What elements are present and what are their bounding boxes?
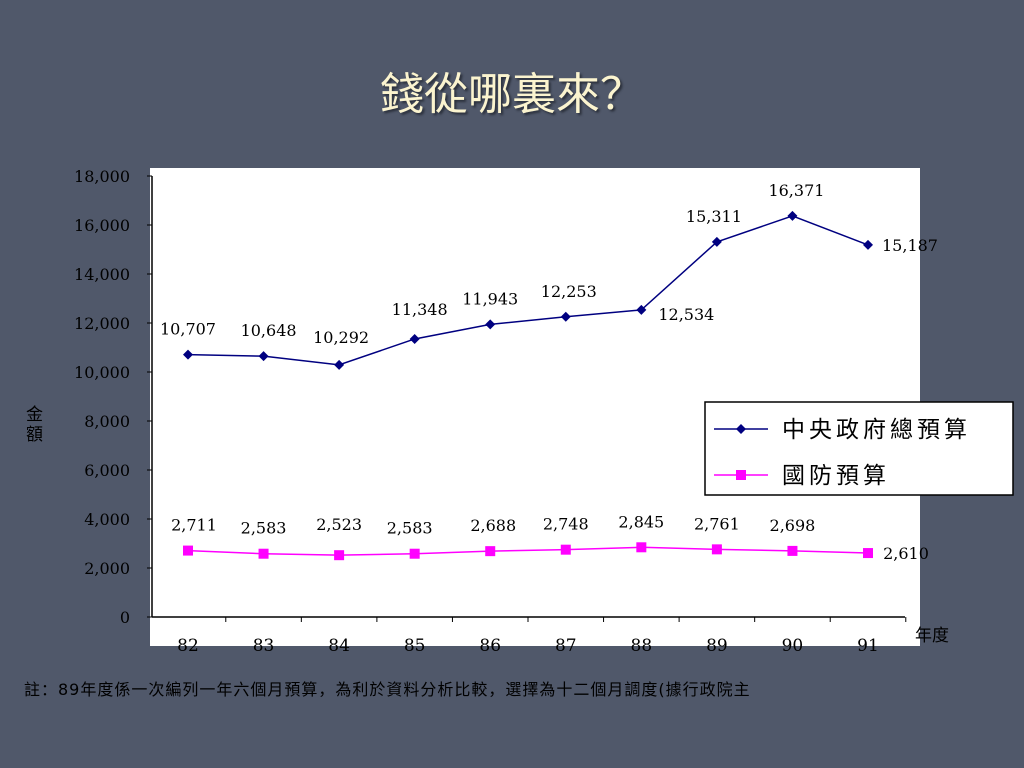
y-tick-label: 6,000: [84, 461, 130, 480]
data-point-defense-budget: [485, 546, 496, 557]
slide-title: 錢從哪裏來？: [380, 69, 644, 120]
data-point-total-budget: [485, 319, 496, 330]
data-label-total-budget: 10,648: [241, 321, 297, 340]
x-tick-label: 87: [555, 636, 577, 656]
legend: 中央政府總預算 國防預算: [704, 401, 1014, 496]
data-point-total-budget: [409, 333, 420, 344]
data-point-total-budget: [863, 239, 873, 250]
y-axis-label: 金額: [26, 405, 43, 445]
series-line-total-budget: [187, 215, 869, 366]
y-tick-label: 14,000: [74, 265, 130, 284]
x-tick-label: 86: [479, 636, 501, 656]
x-tick-label: 89: [706, 636, 728, 656]
y-tick-label: 0: [120, 608, 130, 627]
data-label-total-budget: 12,534: [658, 305, 714, 324]
legend-entry-defense-budget: 國防預算: [714, 463, 890, 489]
x-tick-label: 88: [631, 636, 653, 656]
x-axis-label: 年度: [915, 626, 949, 646]
legend-label-total: 中央政府總預算: [782, 417, 971, 443]
data-label-defense-budget: 2,610: [883, 544, 929, 563]
data-point-defense-budget: [636, 542, 647, 553]
data-label-defense-budget: 2,698: [770, 516, 816, 535]
data-point-defense-budget: [409, 548, 420, 559]
y-tick-label: 2,000: [84, 559, 130, 578]
data-label-defense-budget: 2,711: [171, 516, 217, 535]
data-point-total-budget: [183, 349, 193, 360]
data-label-defense-budget: 2,761: [694, 514, 740, 533]
data-label-total-budget: 11,943: [462, 289, 518, 308]
data-label-total-budget: 10,707: [160, 320, 216, 339]
y-axis-label-char: 額: [26, 425, 43, 445]
x-tick-label: 91: [857, 636, 879, 656]
data-point-total-budget: [258, 351, 269, 362]
data-point-defense-budget: [863, 548, 873, 559]
x-tick-label: 82: [177, 636, 199, 656]
y-tick-label: 8,000: [84, 412, 130, 431]
series-lines: [183, 210, 873, 561]
data-label-total-budget: 12,253: [541, 282, 597, 301]
data-point-total-budget: [560, 311, 571, 322]
y-tick-label: 18,000: [74, 167, 130, 186]
data-point-defense-budget: [258, 548, 269, 559]
data-point-total-budget: [334, 359, 345, 370]
data-point-total-budget: [636, 304, 647, 315]
y-tick-label: 16,000: [74, 216, 130, 235]
data-label-defense-budget: 2,583: [387, 519, 433, 538]
y-tick-label: 12,000: [74, 314, 130, 333]
x-tick-label: 83: [253, 636, 275, 656]
data-point-defense-budget: [787, 545, 798, 556]
footnote: 註：89年度係一次編列一年六個月預算，為利於資料分析比較，選擇為十二個月調度(據…: [24, 680, 751, 699]
data-label-defense-budget: 2,845: [618, 512, 664, 531]
y-tick-label: 10,000: [74, 363, 130, 382]
legend-marker-square: [736, 470, 746, 480]
legend-label-defense: 國防預算: [782, 463, 890, 489]
data-label-total-budget: 10,292: [313, 328, 369, 347]
data-point-defense-budget: [711, 544, 722, 555]
data-label-total-budget: 11,348: [392, 300, 448, 319]
data-label-defense-budget: 2,688: [470, 516, 516, 535]
x-tick-label: 85: [404, 636, 426, 656]
data-point-total-budget: [711, 236, 722, 247]
data-point-defense-budget: [183, 545, 193, 556]
y-axis-label-char: 金: [26, 405, 43, 425]
data-point-defense-budget: [334, 550, 345, 561]
series-line-defense-budget: [187, 546, 869, 556]
data-labels: 10,707 10,648 10,292 11,348 11,943 12,253 12,5…: [160, 181, 938, 563]
legend-marker-diamond: [736, 424, 746, 434]
data-label-defense-budget: 2,583: [241, 519, 287, 538]
y-tick-label: 4,000: [84, 510, 130, 529]
data-label-defense-budget: 2,523: [316, 515, 362, 534]
data-point-defense-budget: [560, 544, 571, 555]
data-label-total-budget: 16,371: [768, 181, 824, 200]
x-tick-label: 84: [328, 636, 350, 656]
chart-axes: 0 2,000 4,000 6,000 8,000 10,000 12,000 14,000 1…: [74, 167, 907, 656]
data-label-total-budget: 15,187: [882, 236, 938, 255]
legend-box: [704, 401, 1014, 496]
legend-entry-total-budget: 中央政府總預算: [714, 417, 971, 443]
data-label-defense-budget: 2,748: [543, 515, 589, 534]
data-point-total-budget: [787, 210, 798, 221]
data-label-total-budget: 15,311: [686, 207, 742, 226]
x-tick-label: 90: [782, 636, 804, 656]
